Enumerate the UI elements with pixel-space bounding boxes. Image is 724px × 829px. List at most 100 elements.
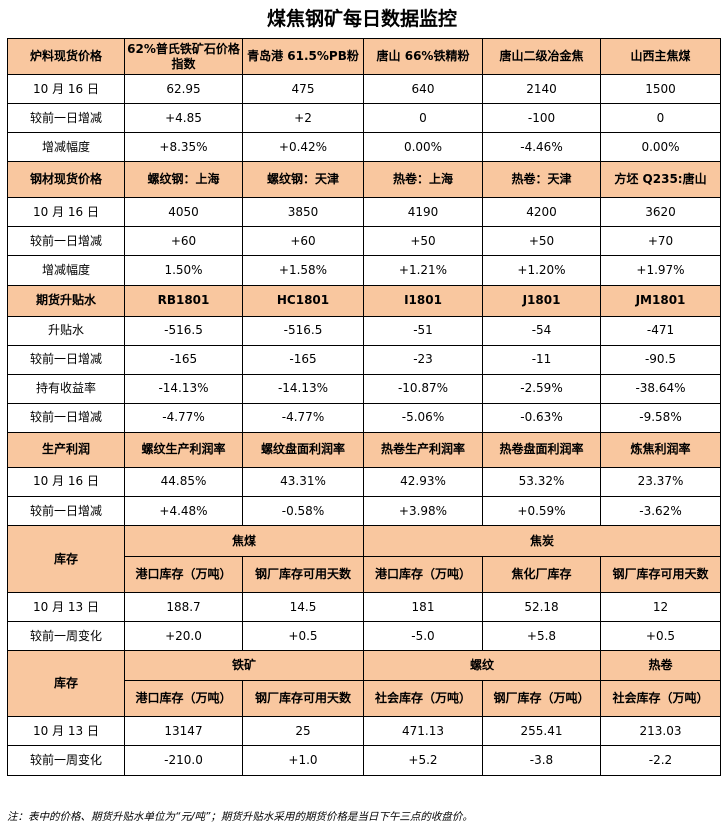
s2-header-5: 方坯 Q235:唐山 xyxy=(600,161,721,199)
s5-header-4: 钢厂库存可用天数 xyxy=(600,556,721,594)
table-row: 较前一周变化 +20.0 +0.5 -5.0 +5.8 +0.5 xyxy=(7,621,721,652)
s1-header-5: 山西主焦煤 xyxy=(600,38,721,75)
table-row: 增减幅度 1.50% +1.58% +1.21% +1.20% +1.97% xyxy=(7,255,721,286)
value-cell: +50 xyxy=(363,226,483,257)
value-cell: -90.5 xyxy=(600,344,721,375)
table-row: 10 月 13 日 13147 25 471.13 255.41 213.03 xyxy=(7,716,721,747)
value-cell: -5.06% xyxy=(363,402,483,433)
value-cell: +1.58% xyxy=(242,255,364,286)
s2-header-row: 钢材现货价格 螺纹钢：上海 螺纹钢：天津 热卷：上海 热卷：天津 方坯 Q235:唐山 xyxy=(7,161,721,199)
value-cell: +2 xyxy=(242,103,364,134)
s6-group-row: 库存 铁矿 螺纹 热卷 xyxy=(7,650,721,718)
value-cell: +5.2 xyxy=(363,745,483,776)
s5-header-3: 焦化厂库存 xyxy=(482,556,601,594)
value-cell: -54 xyxy=(482,315,601,346)
value-cell: -10.87% xyxy=(363,373,483,404)
s2-header-4: 热卷：天津 xyxy=(482,161,601,199)
table-row: 升贴水 -516.5 -516.5 -51 -54 -471 xyxy=(7,315,721,346)
value-cell: -4.77% xyxy=(242,402,364,433)
s3-header-5: JM1801 xyxy=(600,284,721,317)
table-row: 较前一日增减 -165 -165 -23 -11 -90.5 xyxy=(7,344,721,375)
s1-header-2: 青岛港 61.5%PB粉 xyxy=(242,38,364,75)
s6-header-row: 港口库存（万吨） 钢厂库存可用天数 社会库存（万吨） 钢厂库存（万吨） 社会库存（万吨） xyxy=(8,680,721,718)
value-cell: +60 xyxy=(242,226,364,257)
s2-header-2: 螺纹钢：天津 xyxy=(242,161,364,199)
s4-header-row: 生产利润 螺纹生产利润率 螺纹盘面利润率 热卷生产利润率 热卷盘面利润率 炼焦利润率 xyxy=(7,431,721,468)
value-cell: 4200 xyxy=(482,197,601,228)
value-cell: +0.5 xyxy=(600,621,721,652)
value-cell: 1.50% xyxy=(124,255,243,286)
s5-header-0: 港口库存（万吨） xyxy=(124,556,243,594)
value-cell: 0.00% xyxy=(600,132,721,163)
s6-header-3: 钢厂库存（万吨） xyxy=(482,680,601,718)
value-cell: -23 xyxy=(363,344,483,375)
value-cell: 0 xyxy=(363,103,483,134)
s6-header-2: 社会库存（万吨） xyxy=(363,680,483,718)
s3-header-4: J1801 xyxy=(482,284,601,317)
value-cell: 53.32% xyxy=(482,466,601,498)
value-cell: -471 xyxy=(600,315,721,346)
value-cell: +4.85 xyxy=(124,103,243,134)
value-cell: 3620 xyxy=(600,197,721,228)
value-cell: 0 xyxy=(600,103,721,134)
row-label: 升贴水 xyxy=(7,315,125,346)
value-cell: -210.0 xyxy=(124,745,243,776)
s1-header-1: 62%普氏铁矿石价格指数 xyxy=(124,38,243,75)
value-cell: 52.18 xyxy=(482,592,601,623)
value-cell: -165 xyxy=(124,344,243,375)
value-cell: -4.46% xyxy=(482,132,601,163)
value-cell: -516.5 xyxy=(242,315,364,346)
row-label: 较前一周变化 xyxy=(7,745,125,776)
value-cell: -2.59% xyxy=(482,373,601,404)
value-cell: -0.58% xyxy=(242,496,364,527)
value-cell: +0.5 xyxy=(242,621,364,652)
value-cell: 181 xyxy=(363,592,483,623)
value-cell: 14.5 xyxy=(242,592,364,623)
s5-header-1: 钢厂库存可用天数 xyxy=(242,556,364,594)
value-cell: +5.8 xyxy=(482,621,601,652)
s3-header-3: I1801 xyxy=(363,284,483,317)
row-label: 较前一周变化 xyxy=(7,621,125,652)
s6-section-label: 库存 xyxy=(7,650,125,718)
row-label: 10 月 13 日 xyxy=(7,592,125,623)
footnote: 注：表中的价格、期货升贴水单位为“元/吨”；期货升贴水采用的期货价格是当日下午三… xyxy=(7,811,473,823)
value-cell: 13147 xyxy=(124,716,243,747)
s5-header-2: 港口库存（万吨） xyxy=(363,556,483,594)
value-cell: -100 xyxy=(482,103,601,134)
value-cell: 44.85% xyxy=(124,466,243,498)
s4-header-1: 螺纹生产利润率 xyxy=(124,431,243,468)
table-row: 较前一日增减 -4.77% -4.77% -5.06% -0.63% -9.58% xyxy=(7,402,721,433)
value-cell: -14.13% xyxy=(242,373,364,404)
s2-header-1: 螺纹钢：上海 xyxy=(124,161,243,199)
value-cell: -11 xyxy=(482,344,601,375)
row-label: 较前一日增减 xyxy=(7,402,125,433)
row-label: 较前一日增减 xyxy=(7,103,125,134)
s4-header-2: 螺纹盘面利润率 xyxy=(242,431,364,468)
value-cell: +3.98% xyxy=(363,496,483,527)
value-cell: -51 xyxy=(363,315,483,346)
row-label: 增减幅度 xyxy=(7,132,125,163)
value-cell: 25 xyxy=(242,716,364,747)
s4-header-3: 热卷生产利润率 xyxy=(363,431,483,468)
row-label: 10 月 16 日 xyxy=(7,197,125,228)
table-row: 10 月 13 日 188.7 14.5 181 52.18 12 xyxy=(7,592,721,623)
value-cell: 213.03 xyxy=(600,716,721,747)
s4-header-0: 生产利润 xyxy=(7,431,125,468)
s3-header-2: HC1801 xyxy=(242,284,364,317)
row-label: 10 月 16 日 xyxy=(7,73,125,105)
value-cell: 188.7 xyxy=(124,592,243,623)
value-cell: +20.0 xyxy=(124,621,243,652)
value-cell: 255.41 xyxy=(482,716,601,747)
s2-header-0: 钢材现货价格 xyxy=(7,161,125,199)
value-cell: -2.2 xyxy=(600,745,721,776)
table-row: 10 月 16 日 62.95 475 640 2140 1500 xyxy=(7,73,721,105)
s6-header-4: 社会库存（万吨） xyxy=(600,680,721,718)
table-row: 较前一日增减 +60 +60 +50 +50 +70 xyxy=(7,226,721,257)
row-label: 较前一日增减 xyxy=(7,344,125,375)
value-cell: -3.8 xyxy=(482,745,601,776)
s4-header-5: 炼焦利润率 xyxy=(600,431,721,468)
table-row: 10 月 16 日 44.85% 43.31% 42.93% 53.32% 23.37% xyxy=(7,466,721,498)
value-cell: -14.13% xyxy=(124,373,243,404)
s5-group-row: 库存 焦煤 焦炭 xyxy=(7,525,721,594)
value-cell: -9.58% xyxy=(600,402,721,433)
